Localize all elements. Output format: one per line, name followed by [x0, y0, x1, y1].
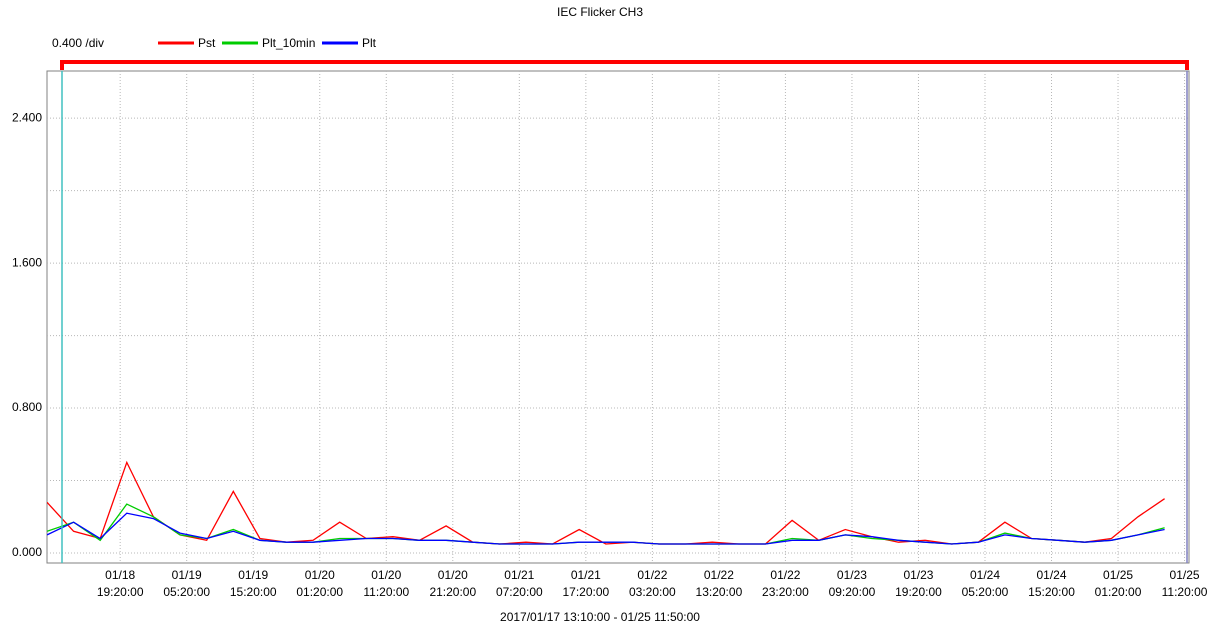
x-tick-label: 01/21 07:20:00 — [496, 568, 543, 599]
y-tick-label: 2.400 — [12, 110, 42, 124]
x-tick-label: 01/21 17:20:00 — [562, 568, 609, 599]
x-tick-label: 01/19 05:20:00 — [163, 568, 210, 599]
x-tick-label: 01/23 09:20:00 — [829, 568, 876, 599]
legend-label: Pst — [198, 36, 216, 50]
y-tick-label: 0.800 — [12, 400, 42, 414]
y-tick-label: 0.000 — [12, 545, 42, 559]
legend-label: Plt_10min — [262, 36, 315, 50]
x-tick-label: 01/25 01:20:00 — [1095, 568, 1142, 599]
x-axis-label: 2017/01/17 13:10:00 - 01/25 11:50:00 — [500, 610, 700, 624]
x-tick-label: 01/25 11:20:00 — [1162, 568, 1208, 599]
plot-frame — [46, 70, 1190, 564]
x-tick-label: 01/24 15:20:00 — [1028, 568, 1075, 599]
scale-label: 0.400 /div — [52, 36, 104, 50]
x-tick-label: 01/22 03:20:00 — [629, 568, 676, 599]
x-tick-label: 01/18 19:20:00 — [97, 568, 144, 599]
plot-layer — [47, 71, 1189, 563]
y-tick-label: 1.600 — [12, 255, 42, 269]
x-tick-label: 01/19 15:20:00 — [230, 568, 277, 599]
x-tick-label: 01/20 21:20:00 — [429, 568, 476, 599]
x-tick-label: 01/20 11:20:00 — [363, 568, 409, 599]
range-bracket — [60, 60, 1189, 70]
series-line — [47, 512, 1165, 545]
x-tick-label: 01/20 01:20:00 — [296, 568, 343, 599]
chart-title: IEC Flicker CH3 — [557, 5, 643, 19]
legend-label: Plt — [362, 36, 377, 50]
x-tick-label: 01/23 19:20:00 — [895, 568, 942, 599]
x-tick-label: 01/24 05:20:00 — [962, 568, 1009, 599]
x-tick-label: 01/22 23:20:00 — [762, 568, 809, 599]
x-tick-label: 01/22 13:20:00 — [696, 568, 743, 599]
